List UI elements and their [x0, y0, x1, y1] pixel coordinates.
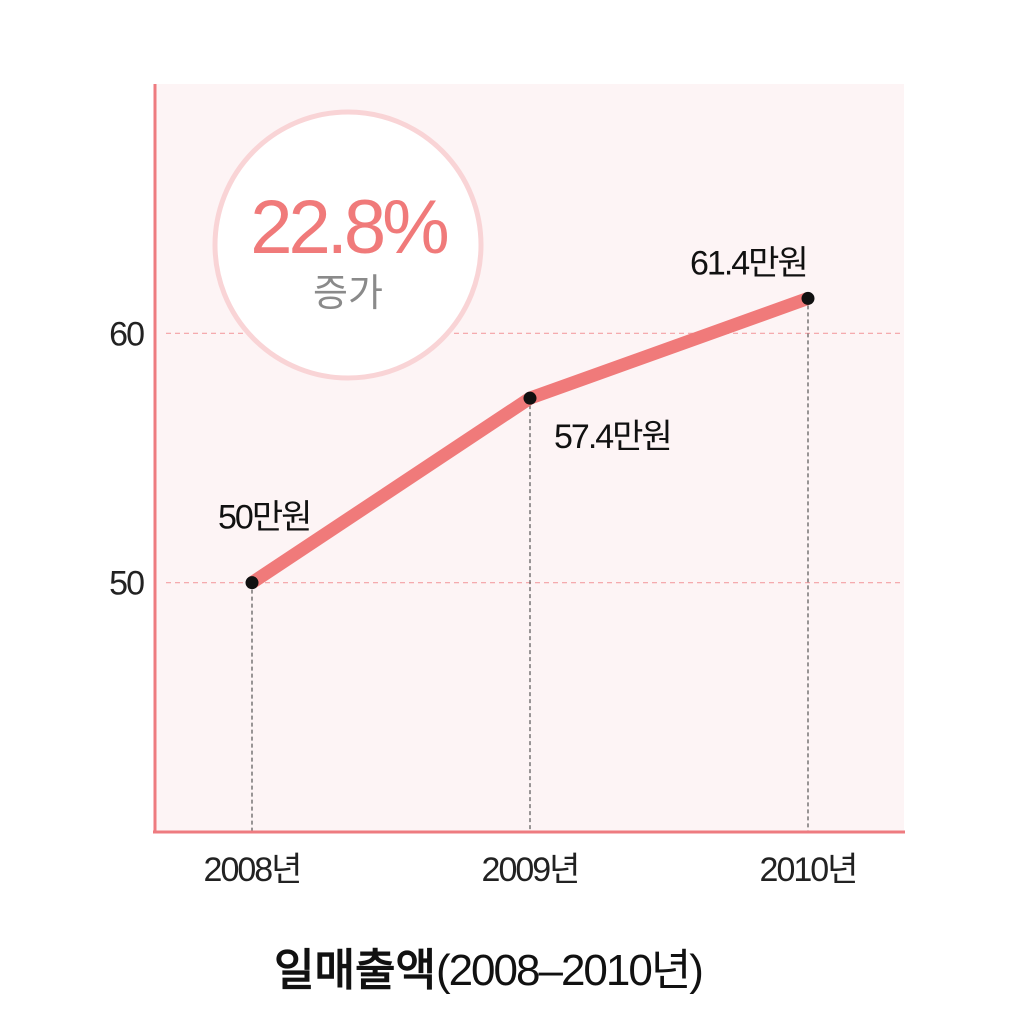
x-tick-labels: 2008년 2009년 2010년 — [204, 851, 859, 889]
drop-lines — [251, 298, 809, 832]
data-point-1 — [523, 391, 537, 405]
chart-title-main: 일매출액 — [274, 946, 436, 995]
data-points — [245, 291, 815, 590]
y-tick-label: 60 — [109, 315, 144, 353]
badge: 22.8% 증가 — [212, 109, 484, 381]
gridlines — [166, 332, 904, 584]
x-tick-label: 2009년 — [482, 851, 579, 889]
chart-title: 일매출액(2008–2010년) — [274, 946, 702, 995]
chart-title-sub: (2008–2010년) — [436, 946, 702, 995]
data-label: 61.4만원 — [690, 244, 807, 282]
data-label: 57.4만원 — [554, 418, 671, 456]
x-tick-label: 2008년 — [204, 851, 301, 889]
y-tick-labels: 50 60 — [109, 315, 146, 603]
y-tick-label: 50 — [109, 565, 144, 603]
data-point-2 — [801, 291, 815, 305]
data-label: 50만원 — [218, 499, 310, 537]
x-tick-label: 2010년 — [760, 851, 857, 889]
badge-value: 22.8% — [250, 185, 447, 270]
badge-label: 증가 — [313, 273, 383, 315]
badge-ring — [212, 109, 484, 381]
data-labels: 50만원 57.4만원 61.4만원 — [218, 244, 809, 537]
data-point-0 — [245, 576, 259, 590]
